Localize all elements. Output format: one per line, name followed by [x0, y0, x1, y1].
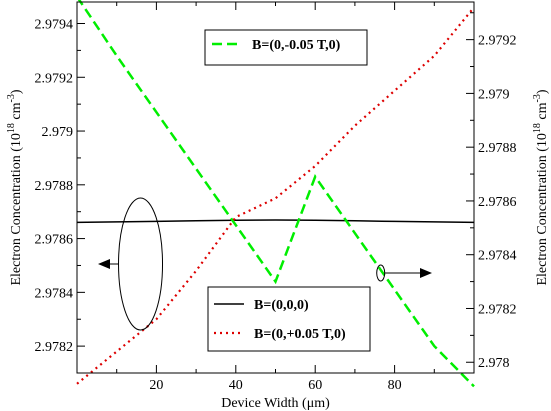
x-axis-title: Device Width (μm): [221, 396, 330, 411]
legend-label-plus: B=(0,+0.05 T,0): [254, 327, 346, 342]
annotation-left-axis: [98, 197, 164, 331]
legend-bottom: B=(0,0,0) B=(0,+0.05 T,0): [207, 286, 371, 352]
y-right-tick-label-6: 2.9792: [478, 34, 517, 49]
y-left-tick-label-3: 2.9788: [35, 179, 74, 194]
y-left-tick-label-4: 2.979: [42, 125, 74, 140]
y-axis-title-left: Electron Concentration (1018 cm-3): [6, 89, 24, 285]
x-tick-label-0: 20: [149, 378, 163, 393]
legend-label-minus: B=(0,-0.05 T,0): [252, 38, 341, 53]
series-line-1: [77, 0, 475, 388]
y-axis-title-right: Electron Concentration (1018 cm-3): [532, 89, 550, 285]
legend-top-box: [204, 29, 368, 66]
annotation-right-axis: [376, 264, 432, 282]
y-right-tick-label-1: 2.9782: [478, 302, 517, 317]
legend-label-zero: B=(0,0,0): [254, 298, 309, 313]
y-right-tick-label-0: 2.978: [478, 356, 510, 371]
legend-bottom-box: [207, 286, 371, 352]
y-left-tick-label-6: 2.9794: [35, 18, 74, 33]
y-left-tick-label-2: 2.9786: [35, 233, 74, 248]
y-left-tick-label-0: 2.9782: [35, 340, 74, 355]
x-tick-label-1: 40: [229, 378, 243, 393]
y-right-tick-label-2: 2.9784: [478, 249, 517, 264]
y-left-tick-label-1: 2.9784: [35, 286, 74, 301]
y-right-tick-label-3: 2.9786: [478, 195, 517, 210]
y-right-tick-label-5: 2.979: [478, 87, 510, 102]
arrow-left-head-icon: [98, 259, 110, 269]
y-right-tick-label-4: 2.9788: [478, 141, 517, 156]
annotation-ellipse-left: [118, 197, 164, 331]
legend-top: B=(0,-0.05 T,0): [204, 29, 368, 66]
ticks-layer: 20 40 60 80 2.9782 2.9784 2.9786 2.9788 2.979 2.9…: [35, 2, 517, 393]
arrow-right-head-icon: [420, 268, 432, 278]
series-line-0: [76, 219, 475, 224]
x-tick-label-2: 60: [308, 378, 322, 393]
x-tick-label-3: 80: [388, 378, 402, 393]
y-left-tick-label-5: 2.9792: [35, 71, 74, 86]
